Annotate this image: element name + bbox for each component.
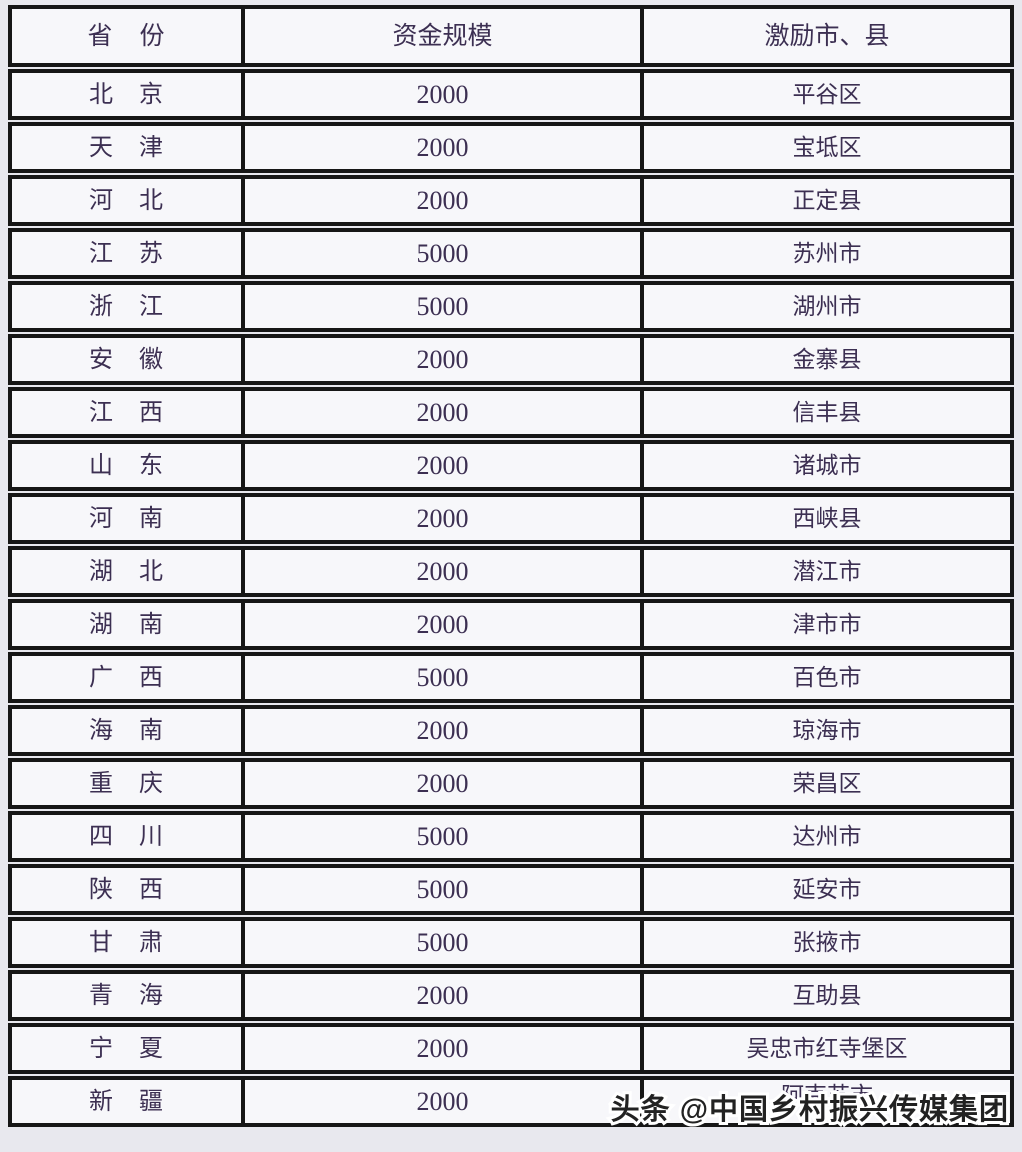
table-header-row: 省 份 资金规模 激励市、县 bbox=[8, 5, 1014, 67]
fund-cell: 2000 bbox=[241, 497, 644, 540]
city-cell: 延安市 bbox=[792, 877, 862, 902]
province-cell: 江 西 bbox=[89, 399, 164, 426]
province-cell: 重 庆 bbox=[89, 770, 164, 797]
table-row: 四 川 5000 达州市 bbox=[8, 811, 1014, 862]
province-cell: 北 京 bbox=[89, 81, 164, 108]
province-cell: 宁 夏 bbox=[89, 1035, 164, 1062]
fund-cell: 2000 bbox=[241, 338, 644, 381]
city-cell: 西峡县 bbox=[792, 506, 862, 531]
fund-cell: 2000 bbox=[241, 603, 644, 646]
fund-cell: 2000 bbox=[241, 762, 644, 805]
table-row: 天 津 2000 宝坻区 bbox=[8, 122, 1014, 173]
fund-cell: 2000 bbox=[241, 444, 644, 487]
city-cell: 张掖市 bbox=[792, 930, 862, 955]
fund-cell: 2000 bbox=[241, 179, 644, 222]
table-row: 山 东 2000 诸城市 bbox=[8, 440, 1014, 491]
province-cell: 河 南 bbox=[89, 505, 164, 532]
fund-cell: 5000 bbox=[241, 815, 644, 858]
table-row: 湖 北 2000 潜江市 bbox=[8, 546, 1014, 597]
province-cell: 陕 西 bbox=[89, 876, 164, 903]
fund-cell: 2000 bbox=[241, 391, 644, 434]
table-row: 湖 南 2000 津市市 bbox=[8, 599, 1014, 650]
city-cell: 信丰县 bbox=[792, 400, 862, 425]
fund-cell: 5000 bbox=[241, 656, 644, 699]
table-body: 北 京 2000 平谷区 天 津 2000 宝坻区 河 北 2000 正定县 江… bbox=[8, 69, 1014, 1127]
city-cell: 阿克苏市 bbox=[781, 1083, 873, 1108]
table-row: 河 南 2000 西峡县 bbox=[8, 493, 1014, 544]
city-cell: 诸城市 bbox=[792, 453, 862, 478]
header-province: 省 份 bbox=[87, 22, 166, 50]
city-cell: 潜江市 bbox=[792, 559, 862, 584]
table-row: 安 徽 2000 金寨县 bbox=[8, 334, 1014, 385]
province-cell: 江 苏 bbox=[89, 240, 164, 267]
fund-cell: 5000 bbox=[241, 285, 644, 328]
province-cell: 海 南 bbox=[89, 717, 164, 744]
table-row: 新 疆 2000 阿克苏市 bbox=[8, 1076, 1014, 1127]
fund-cell: 2000 bbox=[241, 974, 644, 1017]
header-fund-scale: 资金规模 bbox=[241, 9, 644, 63]
table-row: 北 京 2000 平谷区 bbox=[8, 69, 1014, 120]
table-row: 青 海 2000 互助县 bbox=[8, 970, 1014, 1021]
city-cell: 苏州市 bbox=[792, 241, 862, 266]
fund-cell: 5000 bbox=[241, 868, 644, 911]
table-row: 重 庆 2000 荣昌区 bbox=[8, 758, 1014, 809]
province-cell: 湖 南 bbox=[89, 611, 164, 638]
table-row: 宁 夏 2000 吴忠市红寺堡区 bbox=[8, 1023, 1014, 1074]
city-cell: 津市市 bbox=[792, 612, 862, 637]
province-cell: 青 海 bbox=[89, 982, 164, 1009]
province-cell: 甘 肃 bbox=[89, 929, 164, 956]
province-cell: 天 津 bbox=[89, 134, 164, 161]
city-cell: 荣昌区 bbox=[792, 771, 862, 796]
province-cell: 四 川 bbox=[89, 823, 164, 850]
table-row: 江 苏 5000 苏州市 bbox=[8, 228, 1014, 279]
province-cell: 新 疆 bbox=[89, 1088, 164, 1115]
header-incentive-city: 激励市、县 bbox=[764, 22, 890, 50]
fund-cell: 5000 bbox=[241, 921, 644, 964]
fund-cell: 5000 bbox=[241, 232, 644, 275]
table-row: 广 西 5000 百色市 bbox=[8, 652, 1014, 703]
city-cell: 百色市 bbox=[792, 665, 862, 690]
table-row: 陕 西 5000 延安市 bbox=[8, 864, 1014, 915]
city-cell: 琼海市 bbox=[792, 718, 862, 743]
province-cell: 浙 江 bbox=[89, 293, 164, 320]
city-cell: 吴忠市红寺堡区 bbox=[746, 1036, 908, 1061]
fund-cell: 2000 bbox=[241, 550, 644, 593]
city-cell: 平谷区 bbox=[792, 82, 862, 107]
table-row: 浙 江 5000 湖州市 bbox=[8, 281, 1014, 332]
city-cell: 达州市 bbox=[792, 824, 862, 849]
province-cell: 湖 北 bbox=[89, 558, 164, 585]
toutiao-watermark: 头条 @中国乡村振兴传媒集团 bbox=[608, 1091, 1011, 1129]
fund-cell: 2000 bbox=[241, 126, 644, 169]
table-image-page: 省 份 资金规模 激励市、县 北 京 2000 平谷区 天 津 2000 宝坻区… bbox=[8, 5, 1014, 1129]
city-cell: 湖州市 bbox=[792, 294, 862, 319]
table-row: 海 南 2000 琼海市 bbox=[8, 705, 1014, 756]
fund-cell: 2000 bbox=[241, 709, 644, 752]
table-row: 甘 肃 5000 张掖市 bbox=[8, 917, 1014, 968]
province-cell: 山 东 bbox=[89, 452, 164, 479]
city-cell: 金寨县 bbox=[792, 347, 862, 372]
province-cell: 广 西 bbox=[89, 664, 164, 691]
city-cell: 互助县 bbox=[792, 983, 862, 1008]
city-cell: 正定县 bbox=[792, 188, 862, 213]
fund-cell: 2000 bbox=[241, 1080, 644, 1123]
fund-cell: 2000 bbox=[241, 73, 644, 116]
province-cell: 安 徽 bbox=[89, 346, 164, 373]
fund-cell: 2000 bbox=[241, 1027, 644, 1070]
table-row: 江 西 2000 信丰县 bbox=[8, 387, 1014, 438]
city-cell: 宝坻区 bbox=[792, 135, 862, 160]
table-row: 河 北 2000 正定县 bbox=[8, 175, 1014, 226]
province-cell: 河 北 bbox=[89, 187, 164, 214]
